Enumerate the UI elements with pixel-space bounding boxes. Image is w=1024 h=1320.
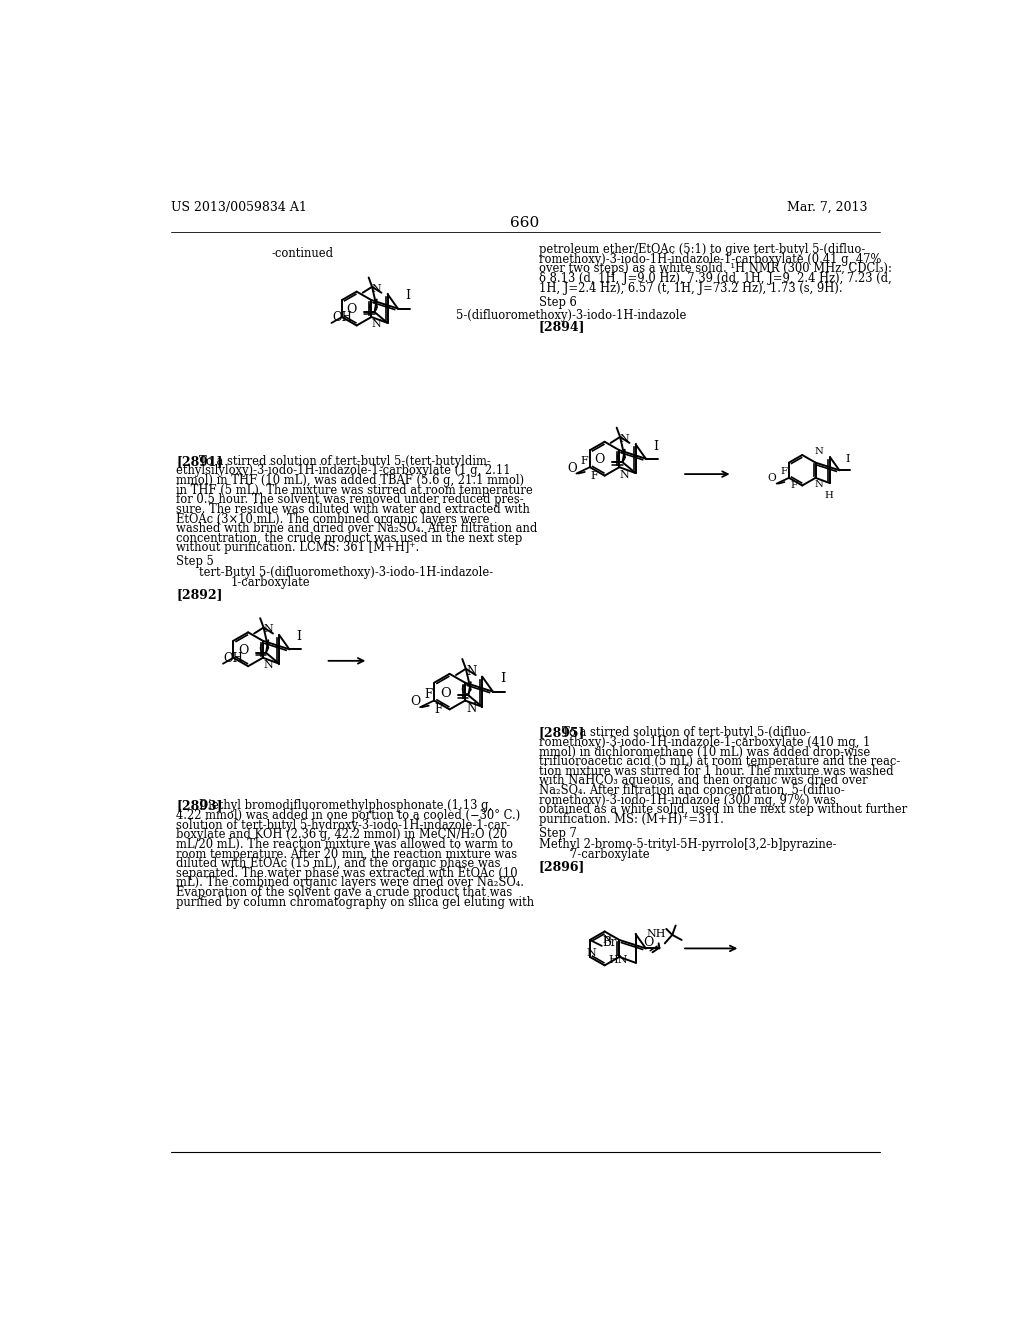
Text: Diethyl bromodifluoromethylphosphonate (1.13 g,: Diethyl bromodifluoromethylphosphonate (… (200, 800, 493, 812)
Text: To a stirred solution of tert-butyl 5-(tert-butyldim-: To a stirred solution of tert-butyl 5-(t… (200, 455, 492, 467)
Text: trifluoroacetic acid (5 mL) at room temperature and the reac-: trifluoroacetic acid (5 mL) at room temp… (539, 755, 900, 768)
Text: [2894]: [2894] (539, 321, 586, 334)
Text: 7-carboxylate: 7-carboxylate (569, 847, 649, 861)
Text: [2896]: [2896] (539, 859, 585, 873)
Text: To a stirred solution of tert-butyl 5-(difluo-: To a stirred solution of tert-butyl 5-(d… (562, 726, 810, 739)
Text: O: O (347, 304, 357, 317)
Text: F: F (780, 467, 787, 475)
Text: O: O (595, 453, 605, 466)
Text: F: F (791, 482, 797, 491)
Text: in THF (5 mL). The mixture was stirred at room temperature: in THF (5 mL). The mixture was stirred a… (176, 483, 532, 496)
Text: N: N (587, 948, 596, 958)
Text: I: I (404, 289, 410, 302)
Text: O: O (567, 462, 577, 475)
Text: N: N (815, 447, 823, 457)
Text: boxylate and KOH (2.36 g, 42.2 mmol) in MeCN/H₂O (20: boxylate and KOH (2.36 g, 42.2 mmol) in … (176, 829, 507, 841)
Text: I: I (653, 440, 658, 453)
Text: O: O (440, 686, 451, 700)
Text: concentration, the crude product was used in the next step: concentration, the crude product was use… (176, 532, 522, 545)
Text: 660: 660 (510, 216, 540, 230)
Text: 5-(difluoromethoxy)-3-iodo-1H-indazole: 5-(difluoromethoxy)-3-iodo-1H-indazole (456, 309, 686, 322)
Text: Step 6: Step 6 (539, 296, 577, 309)
Text: romethoxy)-3-iodo-1H-indazole-1-carboxylate (410 mg, 1: romethoxy)-3-iodo-1H-indazole-1-carboxyl… (539, 737, 870, 748)
Text: N: N (620, 434, 630, 444)
Text: mL/20 mL). The reaction mixture was allowed to warm to: mL/20 mL). The reaction mixture was allo… (176, 838, 513, 851)
Text: 1H, J=2.4 Hz), 6.57 (t, 1H, J=73.2 Hz), 1.73 (s, 9H).: 1H, J=2.4 Hz), 6.57 (t, 1H, J=73.2 Hz), … (539, 281, 843, 294)
Text: obtained as a white solid, used in the next step without further: obtained as a white solid, used in the n… (539, 804, 907, 816)
Text: -continued: -continued (271, 247, 334, 260)
Text: O: O (768, 473, 776, 483)
Text: Mar. 7, 2013: Mar. 7, 2013 (786, 201, 867, 214)
Text: separated. The water phase was extracted with EtOAc (10: separated. The water phase was extracted… (176, 867, 518, 880)
Text: O: O (239, 644, 249, 657)
Text: washed with brine and dried over Na₂SO₄. After filtration and: washed with brine and dried over Na₂SO₄.… (176, 523, 538, 535)
Text: 1-carboxylate: 1-carboxylate (230, 576, 310, 589)
Text: N: N (620, 470, 630, 479)
Text: H: H (824, 491, 833, 500)
Text: room temperature. After 20 min, the reaction mixture was: room temperature. After 20 min, the reac… (176, 847, 517, 861)
Text: ethylsilyloxy)-3-iodo-1H-indazole-1-carboxylate (1 g, 2.11: ethylsilyloxy)-3-iodo-1H-indazole-1-carb… (176, 465, 511, 478)
Text: solution of tert-butyl 5-hydroxy-3-iodo-1H-indazole-1-car-: solution of tert-butyl 5-hydroxy-3-iodo-… (176, 818, 510, 832)
Text: N: N (815, 480, 823, 490)
Text: [2895]: [2895] (539, 726, 585, 739)
Text: mL). The combined organic layers were dried over Na₂SO₄.: mL). The combined organic layers were dr… (176, 876, 524, 890)
Text: O: O (367, 302, 377, 315)
Text: Na₂SO₄. After filtration and concentration, 5-(difluo-: Na₂SO₄. After filtration and concentrati… (539, 784, 845, 797)
Text: [2892]: [2892] (176, 587, 222, 601)
Text: EtOAc (3×10 mL). The combined organic layers were: EtOAc (3×10 mL). The combined organic la… (176, 512, 489, 525)
Text: HN: HN (609, 954, 629, 965)
Text: OH: OH (333, 312, 352, 323)
Text: N: N (372, 284, 382, 294)
Text: F: F (591, 471, 598, 480)
Text: purification. MS: (M+H)⁺=311.: purification. MS: (M+H)⁺=311. (539, 813, 724, 826)
Text: O: O (411, 696, 421, 709)
Text: romethoxy)-3-iodo-1H-indazole-1-carboxylate (0.41 g, 47%: romethoxy)-3-iodo-1H-indazole-1-carboxyl… (539, 252, 881, 265)
Text: with NaHCO₃ aqueous, and then organic was dried over: with NaHCO₃ aqueous, and then organic wa… (539, 775, 867, 788)
Text: N: N (263, 660, 273, 671)
Text: without purification. LCMS: 361 [M+H]⁺.: without purification. LCMS: 361 [M+H]⁺. (176, 541, 419, 554)
Text: for 0.5 hour. The solvent was removed under reduced pres-: for 0.5 hour. The solvent was removed un… (176, 494, 523, 507)
Text: romethoxy)-3-iodo-1H-indazole (300 mg, 97%) was: romethoxy)-3-iodo-1H-indazole (300 mg, 9… (539, 793, 836, 807)
Text: Methyl 2-bromo-5-trityl-5H-pyrrolo[3,2-b]pyrazine-: Methyl 2-bromo-5-trityl-5H-pyrrolo[3,2-b… (539, 838, 837, 851)
Text: tion mixture was stirred for 1 hour. The mixture was washed: tion mixture was stirred for 1 hour. The… (539, 764, 893, 777)
Text: F: F (434, 704, 442, 715)
Text: [2891]: [2891] (176, 455, 222, 467)
Text: 4.22 mmol) was added in one portion to a cooled (−30° C.): 4.22 mmol) was added in one portion to a… (176, 809, 520, 822)
Text: F: F (424, 688, 432, 701)
Text: sure. The residue was diluted with water and extracted with: sure. The residue was diluted with water… (176, 503, 530, 516)
Text: tert-Butyl 5-(difluoromethoxy)-3-iodo-1H-indazole-: tert-Butyl 5-(difluoromethoxy)-3-iodo-1H… (200, 566, 494, 579)
Text: NH: NH (646, 929, 666, 939)
Text: purified by column chromatography on silica gel eluting with: purified by column chromatography on sil… (176, 896, 535, 908)
Text: O: O (258, 643, 268, 656)
Text: N: N (263, 624, 273, 635)
Text: N: N (466, 702, 476, 715)
Text: I: I (501, 672, 506, 685)
Text: Br: Br (602, 936, 616, 949)
Text: δ 8.13 (d, 1H, J=9.0 Hz), 7.39 (dd, 1H, J=9, 2.4 Hz), 7.23 (d,: δ 8.13 (d, 1H, J=9.0 Hz), 7.39 (dd, 1H, … (539, 272, 892, 285)
Text: N: N (602, 935, 612, 945)
Text: [2893]: [2893] (176, 800, 222, 812)
Text: petroleum ether/EtOAc (5:1) to give tert-butyl 5-(difluo-: petroleum ether/EtOAc (5:1) to give tert… (539, 243, 865, 256)
Text: diluted with EtOAc (15 mL), and the organic phase was: diluted with EtOAc (15 mL), and the orga… (176, 857, 501, 870)
Text: O: O (614, 451, 626, 465)
Text: Evaporation of the solvent gave a crude product that was: Evaporation of the solvent gave a crude … (176, 886, 512, 899)
Text: N: N (466, 664, 476, 677)
Text: F: F (581, 457, 588, 466)
Text: N: N (372, 319, 382, 330)
Text: OH: OH (224, 652, 244, 665)
Text: O: O (643, 936, 653, 949)
Text: Step 5: Step 5 (176, 554, 214, 568)
Text: O: O (461, 685, 471, 697)
Text: I: I (846, 454, 850, 465)
Text: I: I (296, 630, 301, 643)
Text: mmol) in dichloromethane (10 mL) was added drop-wise: mmol) in dichloromethane (10 mL) was add… (539, 746, 870, 759)
Text: over two steps) as a white solid. ¹H NMR (300 MHz, CDCl₃):: over two steps) as a white solid. ¹H NMR… (539, 263, 892, 276)
Text: Step 7: Step 7 (539, 828, 577, 840)
Text: mmol) in THF (10 mL), was added TBAF (5.6 g, 21.1 mmol): mmol) in THF (10 mL), was added TBAF (5.… (176, 474, 524, 487)
Text: US 2013/0059834 A1: US 2013/0059834 A1 (171, 201, 306, 214)
